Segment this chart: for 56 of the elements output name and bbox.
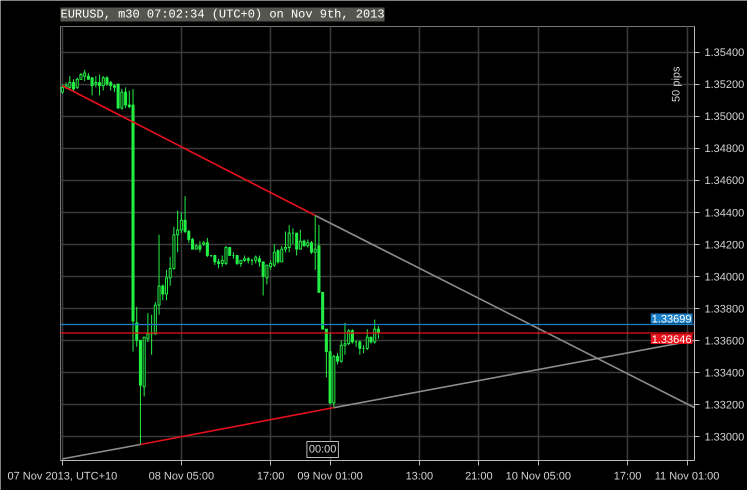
candlestick (298, 229, 302, 250)
candlestick (90, 77, 94, 96)
y-tick-label: 1.34000 (704, 271, 744, 284)
candlestick (213, 255, 216, 266)
chart-title: EURUSD, m30 07:02:34 (UTC+0) on Nov 9th, 2013 (60, 8, 385, 22)
candlestick (366, 328, 369, 350)
annotation: 50 pips (670, 66, 682, 102)
candlestick (295, 232, 298, 256)
annotation: 00:00 (308, 444, 336, 456)
y-tick-label: 1.34400 (704, 207, 744, 220)
y-tick-label: 1.33200 (704, 399, 744, 412)
x-tick-label: 17:00 (614, 470, 642, 482)
candlestick (358, 340, 362, 356)
y-tick-label: 1.34600 (704, 175, 744, 188)
candlestick (102, 76, 105, 92)
x-tick-label: 13:00 (406, 470, 434, 482)
y-tick-label: 1.35400 (704, 47, 744, 60)
candlestick (276, 248, 280, 264)
y-tick-label: 1.33800 (704, 303, 744, 316)
x-tick-label: 07 Nov 2013, UTC+10 (7, 470, 118, 482)
candlestick (68, 76, 72, 90)
x-tick-label: 10 Nov 05:00 (506, 470, 572, 482)
y-tick-label: 1.33400 (704, 367, 744, 380)
y-tick-label: 1.35200 (704, 79, 744, 92)
candlestick (265, 264, 268, 285)
x-tick-label: 08 Nov 05:00 (148, 470, 214, 482)
candlestick (72, 78, 76, 92)
candlestick (180, 212, 183, 234)
ref-line-label: 1.33646 (652, 334, 692, 346)
candlestick (224, 245, 228, 266)
x-tick-label: 17:00 (256, 470, 284, 482)
candlestick (288, 224, 291, 253)
ref-line-label: 1.33699 (652, 314, 692, 326)
candlestick (236, 255, 239, 266)
candlestick (198, 240, 202, 253)
y-tick-label: 1.33000 (704, 431, 744, 444)
x-tick-label: 09 Nov 01:00 (297, 470, 363, 482)
candlestick (83, 69, 86, 82)
candlestick (350, 328, 354, 344)
candlestick (373, 319, 376, 344)
y-tick-label: 1.34800 (704, 143, 744, 156)
x-tick-label: 11 Nov 01:00 (654, 470, 720, 482)
candlestick (105, 76, 109, 86)
candlestick (272, 244, 276, 268)
candlestick (376, 325, 380, 340)
y-tick-label: 1.35000 (704, 111, 744, 124)
candlestick (76, 77, 79, 90)
candlestick (98, 74, 102, 96)
candlestick (206, 237, 209, 258)
candlestick (109, 80, 112, 92)
candlestick (94, 76, 98, 88)
y-tick-label: 1.34200 (704, 239, 744, 252)
x-tick-label: 21:00 (465, 470, 493, 482)
candlestick (217, 258, 220, 269)
candlestick (124, 86, 128, 109)
y-tick-label: 1.33600 (704, 335, 744, 348)
